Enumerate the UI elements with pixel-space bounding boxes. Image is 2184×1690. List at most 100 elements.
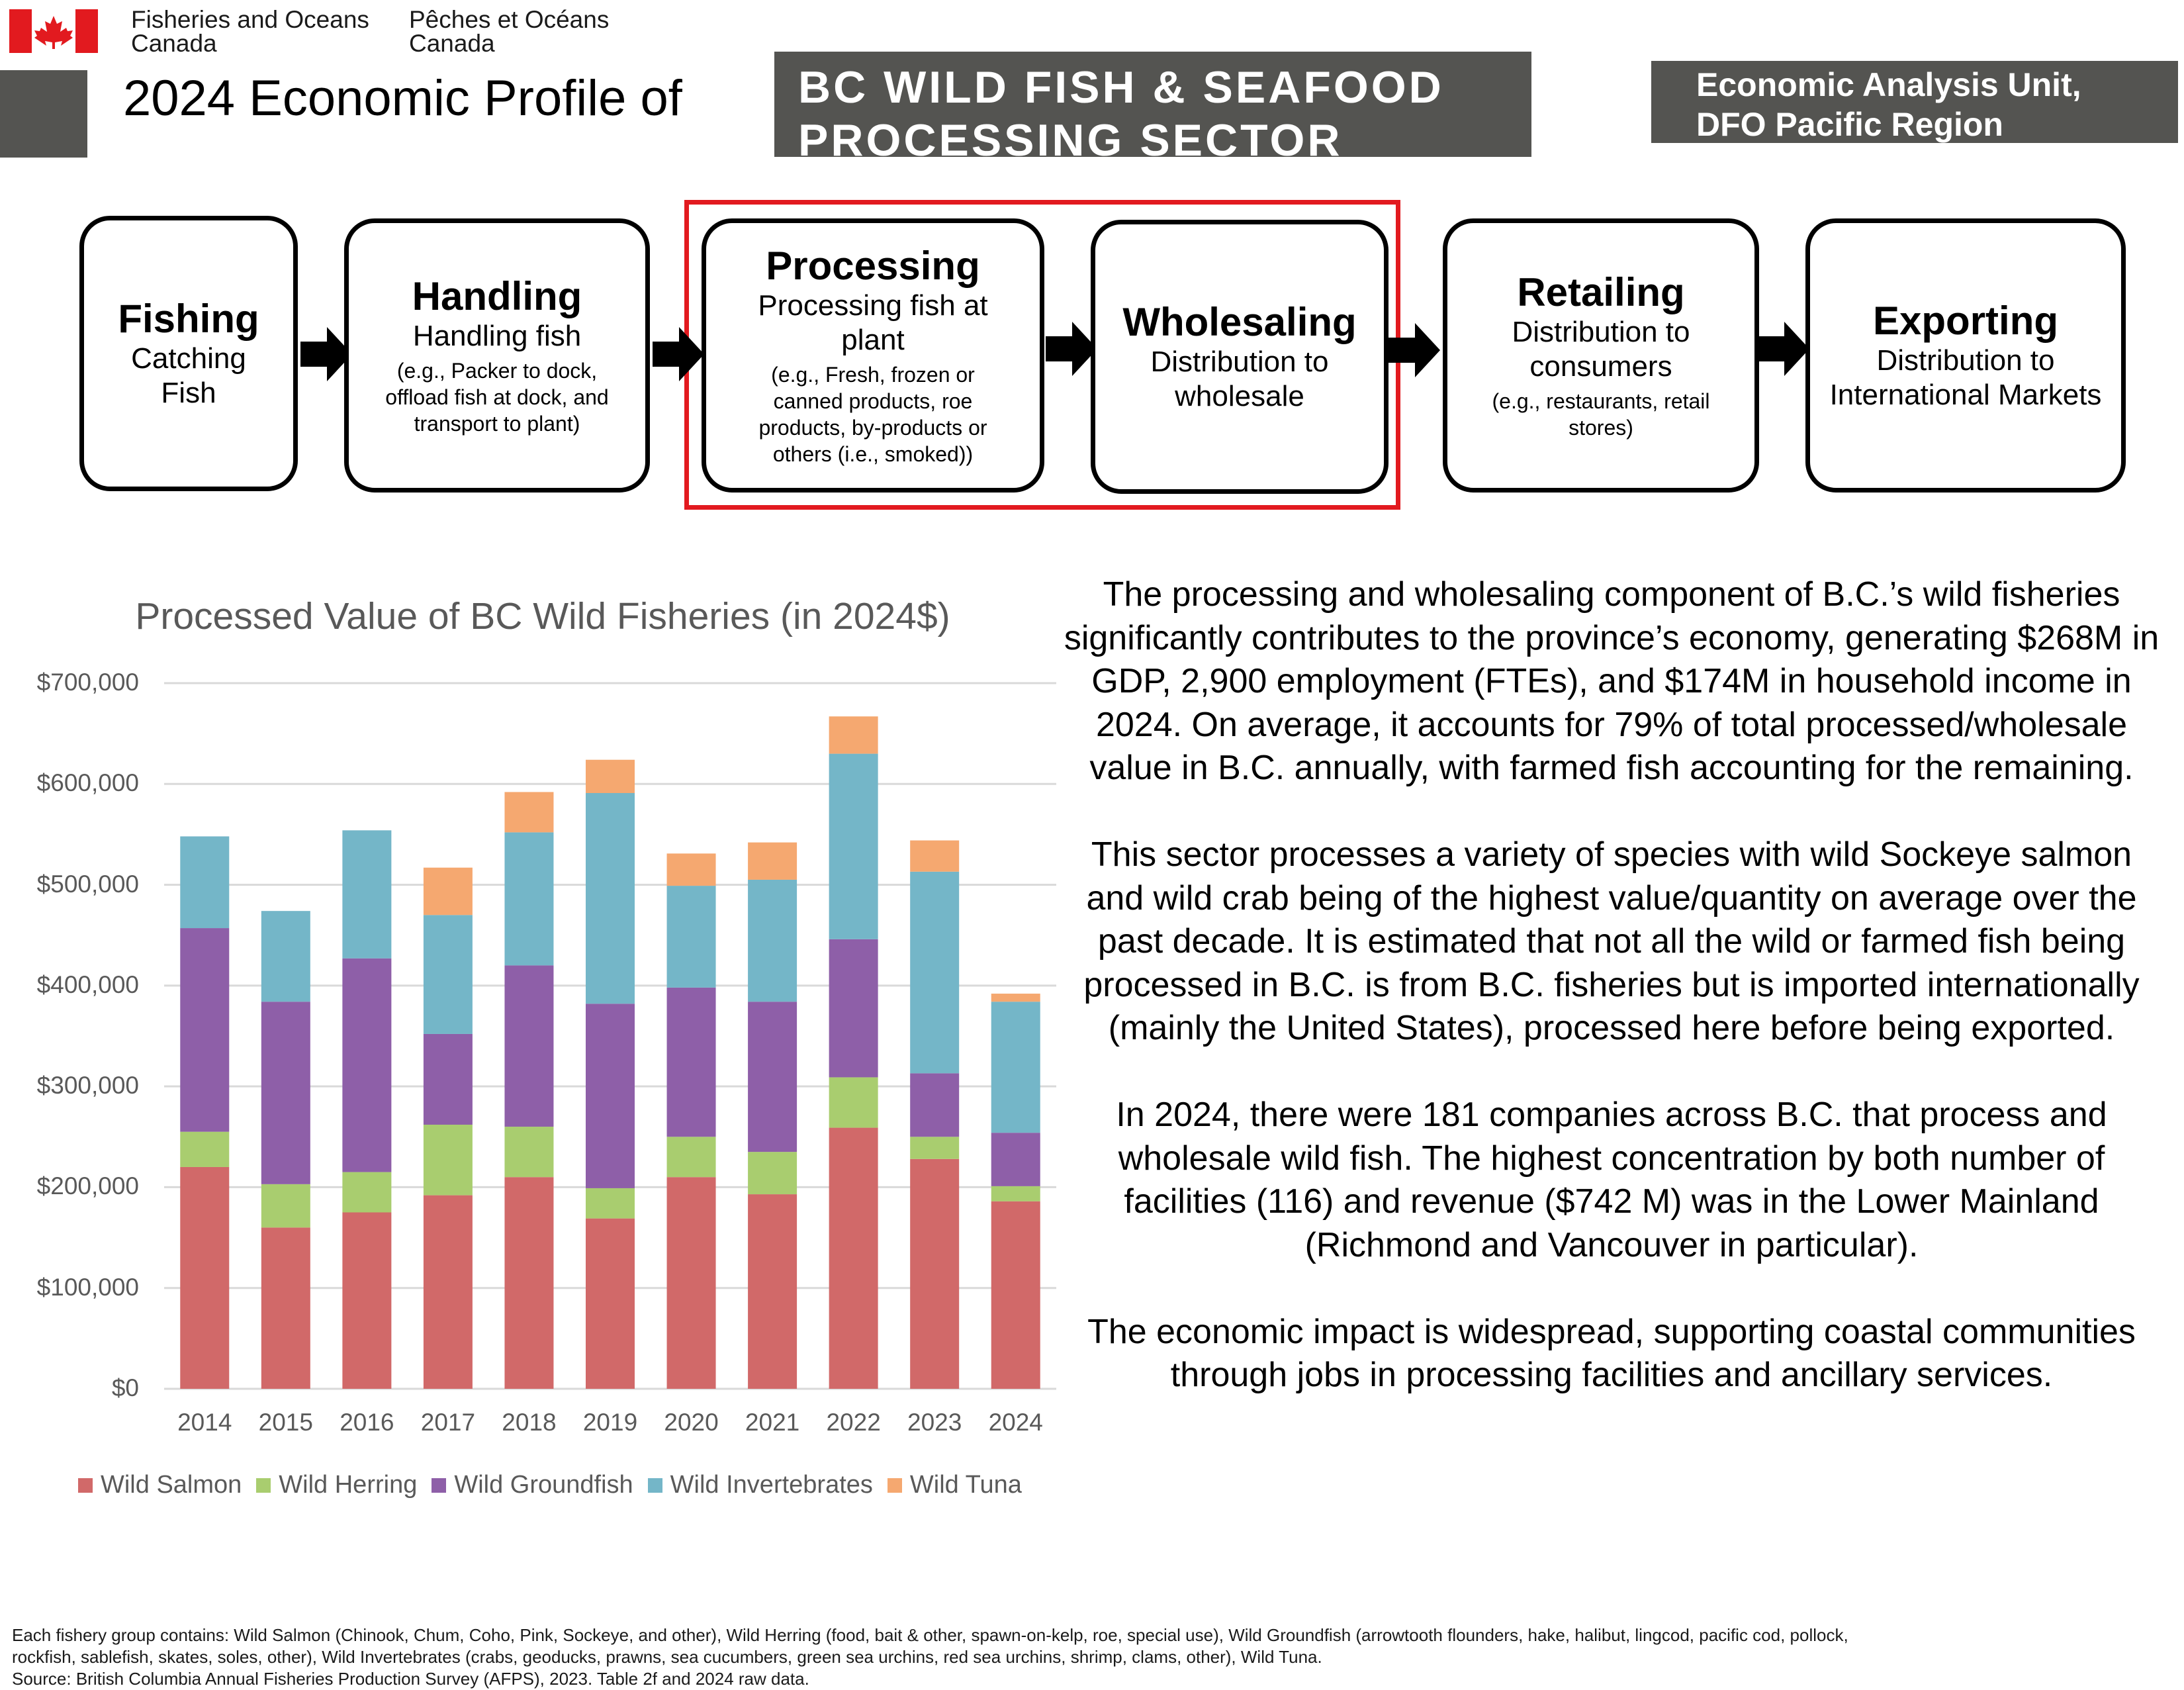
flow-step-title: Handling [412,274,582,318]
x-tick-label: 2021 [745,1409,800,1436]
bar-segment [586,1188,635,1219]
flow-step-processing: Processing Processing fish at plant (e.g… [702,218,1044,493]
flow-step-desc: Distribution to consumers [1512,316,1690,383]
bar-segment [504,792,554,833]
footnote: Each fishery group contains: Wild Salmon… [12,1624,2156,1690]
flow-step-title: Wholesaling [1122,300,1357,344]
footnote-line-1: Each fishery group contains: Wild Salmon… [12,1625,1848,1645]
bar-segment [423,867,473,915]
legend-item: Wild Salmon [78,1471,242,1499]
flow-step-note: (e.g., Packer to dock, offload fish at d… [385,359,609,436]
arrow-right-icon [300,327,352,381]
bar-segment [180,1166,230,1389]
summary-paragraph-4: The economic impact is widespread, suppo… [1087,1312,2136,1395]
flow-step-note: (e.g., restaurants, retail stores) [1492,389,1710,440]
bar-segment [829,1127,878,1389]
y-tick-label: $600,000 [36,769,139,797]
legend-item: Wild Herring [256,1471,417,1499]
bar-segment [991,1002,1040,1133]
legend-item: Wild Tuna [887,1471,1022,1499]
footnote-line-3: Source: British Columbia Annual Fisherie… [12,1669,809,1689]
summary-paragraph-2: This sector processes a variety of speci… [1083,835,2140,1047]
flow-step-desc: Handling fish [412,320,582,352]
flow-step-title: Retailing [1517,270,1685,314]
bar-segment [261,1227,310,1389]
bar-segment [423,1195,473,1389]
bar-segment [342,1172,392,1213]
legend-label: Wild Salmon [101,1471,242,1499]
x-tick-label: 2019 [582,1409,638,1436]
bar-segment [829,716,878,754]
bar-segment [829,753,878,939]
decorative-gray-block [0,70,87,158]
org-name-fr-line1: Pêches et Océans [409,6,610,33]
y-tick-label: $100,000 [36,1273,139,1301]
bar-segment [261,911,310,1002]
sector-title-banner: BC WILD FISH & SEAFOOD PROCESSING SECTOR [774,52,1531,157]
bar-segment [504,1127,554,1178]
sector-title: BC WILD FISH & SEAFOOD PROCESSING SECTOR [798,62,1444,157]
bar-segment [991,1133,1040,1186]
bar-segment [748,1194,797,1389]
legend-item: Wild Groundfish [432,1471,633,1499]
bar-segment [748,1152,797,1195]
summary-paragraph-3: In 2024, there were 181 companies across… [1116,1096,2107,1264]
flow-step-title: Processing [766,244,980,288]
bar-segment [423,1125,473,1196]
flow-step-desc: Catching Fish [131,342,246,409]
flow-step-desc: Processing fish at plant [758,289,988,356]
flow-step-desc: Distribution to wholesale [1150,346,1329,412]
bar-segment [666,987,716,1137]
legend-swatch [647,1478,662,1493]
unit-banner: Economic Analysis Unit, DFO Pacific Regi… [1651,61,2178,143]
y-tick-label: $300,000 [36,1072,139,1100]
x-tick-label: 2022 [826,1409,881,1436]
footnote-line-2: rockfish, sablefish, skates, soles, othe… [12,1647,1322,1667]
legend-swatch [432,1478,447,1493]
bar-segment [991,1186,1040,1201]
bar-segment [180,928,230,1132]
x-tick-label: 2023 [907,1409,962,1436]
bar-segment [586,1218,635,1389]
flow-step-note: (e.g., Fresh, frozen or canned products,… [758,363,987,466]
legend-label: Wild Groundfish [454,1471,633,1499]
flow-step-wholesaling: Wholesaling Distribution to wholesale [1091,220,1388,494]
bar-segment [423,1033,473,1125]
bar-segment [666,1177,716,1389]
bar-segment [910,1073,960,1137]
bar-segment [748,842,797,880]
org-name-fr-line2: Canada [409,30,495,57]
bar-segment [261,1002,310,1184]
bar-segment [504,1177,554,1389]
flow-step-title: Exporting [1873,299,2058,343]
bar-segment [910,871,960,1074]
bar-segment [910,840,960,872]
bar-segment [748,879,797,1002]
flow-step-handling: Handling Handling fish (e.g., Packer to … [344,218,650,493]
arrow-right-icon [1758,322,1809,376]
arrow-right-icon [653,327,704,381]
bar-segment [180,1131,230,1167]
org-name-en-line2: Canada [131,30,217,57]
y-tick-label: $200,000 [36,1172,139,1200]
unit-title: Economic Analysis Unit, DFO Pacific Regi… [1696,66,2081,143]
y-tick-label: $0 [111,1374,139,1401]
bar-segment [991,994,1040,1002]
x-tick-label: 2014 [177,1409,232,1436]
x-tick-label: 2017 [420,1409,476,1436]
bar-segment [910,1158,960,1389]
bar-segment [586,792,635,1004]
y-tick-label: $500,000 [36,870,139,898]
legend-item: Wild Invertebrates [647,1471,873,1499]
legend-label: Wild Invertebrates [670,1471,873,1499]
x-tick-label: 2016 [340,1409,394,1436]
bar-segment [829,1077,878,1128]
bar-segment [423,915,473,1034]
org-name-en: Fisheries and Oceans Canada [131,6,369,57]
bar-segment [342,958,392,1172]
org-name-en-line1: Fisheries and Oceans [131,6,369,33]
flow-step-retailing: Retailing Distribution to consumers (e.g… [1443,218,1759,493]
chart-legend: Wild Salmon Wild Herring Wild Groundfish Wi… [78,1471,1022,1499]
x-tick-label: 2020 [664,1409,719,1436]
bar-segment [829,939,878,1078]
